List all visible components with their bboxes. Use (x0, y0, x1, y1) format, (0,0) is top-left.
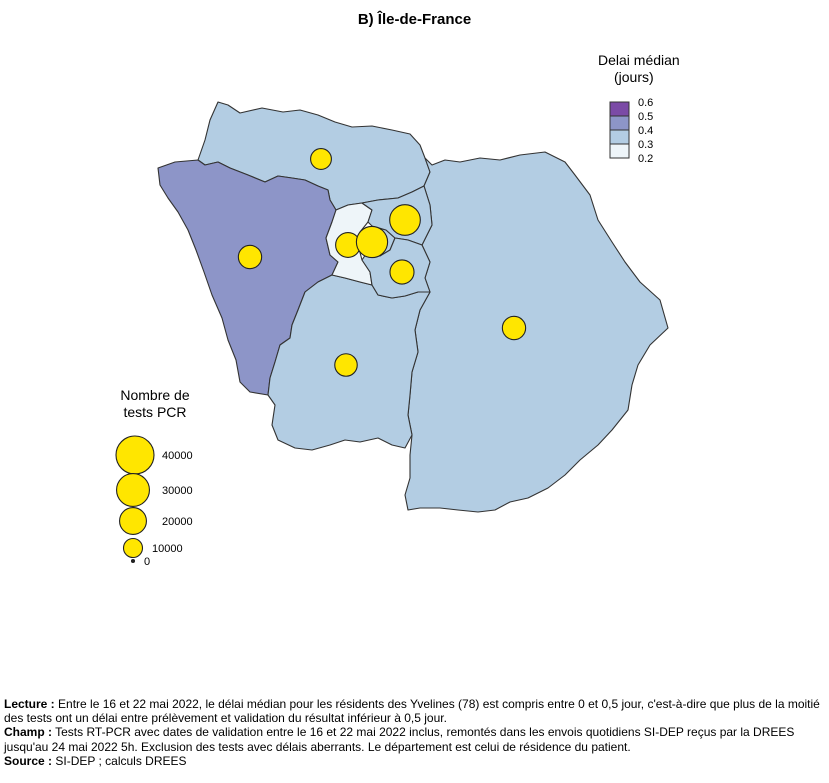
size-legend-circle-0 (115, 435, 155, 475)
circle-department-75 (355, 225, 389, 259)
circle-department-94 (389, 259, 415, 285)
color-legend-label-3: 0.3 (638, 139, 653, 151)
color-legend-label-4: 0.2 (638, 153, 653, 165)
circle-department-93 (389, 204, 421, 236)
color-legend-box-2 (609, 129, 630, 145)
note-lecture-label: Lecture : (4, 697, 55, 711)
size-legend-label-4: 0 (144, 556, 150, 568)
size-legend-title: Nombre de tests PCR (100, 387, 210, 421)
circle-department-77 (501, 315, 527, 341)
color-legend-box-1 (609, 115, 630, 131)
size-legend-circle-2 (119, 507, 147, 535)
department-77-seine-et-marne (404, 151, 669, 513)
circle-department-95 (310, 148, 332, 170)
note-champ: Champ : Tests RT-PCR avec dates de valid… (4, 725, 824, 753)
circle-department-91 (334, 353, 358, 377)
note-source: Source : SI-DEP ; calculs DREES (4, 754, 824, 768)
color-legend-label-2: 0.4 (638, 125, 653, 137)
color-legend-title-line2: (jours) (614, 69, 654, 85)
note-source-label: Source : (4, 753, 53, 768)
map-figure: B) Île-de-France 0.6 0.5 0.4 0.3 0.2 40000 30… (100, 11, 708, 568)
note-lecture: Lecture : Entre le 16 et 22 mai 2022, le… (4, 697, 824, 725)
note-champ-label: Champ : (4, 725, 52, 740)
size-legend-label-3: 10000 (152, 543, 183, 555)
color-legend-box-3 (609, 143, 630, 159)
size-legend-label-1: 30000 (162, 485, 193, 497)
color-legend-title-line1: Delai médian (598, 52, 680, 68)
color-legend: 0.6 0.5 0.4 0.3 0.2 (609, 97, 653, 165)
size-legend-label-2: 20000 (162, 516, 193, 528)
color-legend-label-0: 0.6 (638, 97, 653, 109)
size-legend-title-line2: tests PCR (123, 404, 187, 420)
circle-department-78 (237, 244, 263, 270)
notes: Lecture : Entre le 16 et 22 mai 2022, le… (4, 697, 824, 768)
color-legend-box-0 (609, 101, 630, 117)
color-legend-title: Delai médian (jours) (598, 52, 708, 86)
map-title: B) Île-de-France (357, 11, 472, 28)
note-champ-text: Tests RT-PCR avec dates de validation en… (4, 725, 795, 754)
size-legend-label-0: 40000 (162, 450, 193, 462)
departments-layer (157, 101, 669, 513)
note-source-text: SI-DEP ; calculs DREES (55, 753, 187, 768)
size-legend-title-line1: Nombre de (120, 387, 190, 403)
size-legend-circle-1 (116, 472, 151, 507)
size-legend-circle-4 (130, 558, 136, 564)
size-legend-circle-3 (122, 537, 144, 559)
test-count-circles (237, 148, 527, 377)
color-legend-label-1: 0.5 (638, 111, 653, 123)
note-lecture-text: Entre le 16 et 22 mai 2022, le délai méd… (4, 697, 820, 726)
